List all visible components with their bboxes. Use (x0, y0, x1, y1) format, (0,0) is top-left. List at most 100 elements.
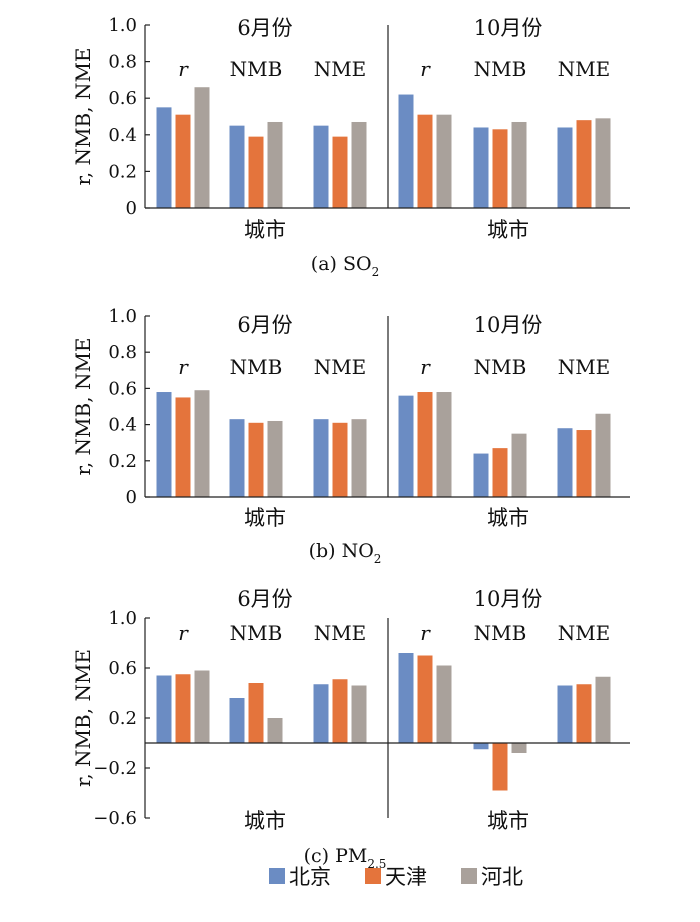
bar-天津-NME-6月份 (332, 422, 348, 497)
group-label-r: r (178, 355, 189, 379)
y-axis-label: r, NMB, NME (71, 649, 95, 787)
bar-河北-NMB-10月份 (511, 433, 527, 497)
bar-河北-NME-6月份 (351, 685, 367, 743)
bar-天津-NMB-6月份 (248, 136, 264, 208)
y-axis-label: r, NMB, NME (71, 337, 95, 475)
x-axis-label: 城市 (244, 506, 286, 530)
y-tick-label: 0.2 (108, 451, 137, 472)
subplot-caption: (c) PM2.5 (304, 845, 387, 871)
y-tick-label: 0 (126, 198, 137, 219)
bar-河北-r-10月份 (436, 114, 452, 208)
bar-天津-NME-10月份 (576, 684, 592, 743)
x-axis-label: 城市 (487, 809, 529, 833)
legend-swatch-天津 (365, 868, 381, 884)
month-label: 10月份 (474, 587, 543, 611)
bar-天津-r-6月份 (175, 674, 191, 743)
bar-河北-r-10月份 (436, 665, 452, 743)
bar-北京-r-10月份 (398, 395, 414, 497)
group-label-NMB: NMB (230, 621, 283, 645)
bar-天津-NME-6月份 (332, 136, 348, 208)
bar-北京-NME-10月份 (557, 685, 573, 743)
bar-天津-NMB-10月份 (492, 743, 508, 791)
bar-天津-r-6月份 (175, 114, 191, 208)
y-tick-label: 1.0 (108, 15, 137, 36)
bar-北京-r-6月份 (156, 107, 172, 208)
bar-天津-NMB-10月份 (492, 448, 508, 497)
bar-天津-NME-10月份 (576, 120, 592, 208)
month-label: 6月份 (237, 16, 292, 40)
group-label-NME: NME (314, 355, 367, 379)
bar-北京-NMB-10月份 (473, 127, 489, 208)
group-label-r: r (420, 355, 431, 379)
bar-天津-r-10月份 (417, 114, 433, 208)
bar-北京-NME-10月份 (557, 127, 573, 208)
group-label-NMB: NMB (230, 57, 283, 81)
bar-河北-NME-10月份 (595, 413, 611, 497)
y-tick-label: 0.4 (108, 415, 137, 436)
y-tick-label: 0.6 (108, 88, 137, 109)
bar-北京-NMB-6月份 (229, 419, 245, 497)
x-axis-label: 城市 (487, 218, 529, 242)
bar-河北-NMB-6月份 (267, 121, 283, 208)
subplot-caption: (b) NO2 (309, 540, 382, 566)
bar-天津-NMB-6月份 (248, 683, 264, 743)
legend-label-北京: 北京 (289, 865, 331, 889)
bar-河北-NMB-10月份 (511, 743, 527, 753)
month-label: 10月份 (474, 313, 543, 337)
bar-河北-NME-10月份 (595, 676, 611, 743)
bar-天津-NMB-10月份 (492, 129, 508, 208)
y-tick-label: 1.0 (108, 306, 137, 327)
legend-label-天津: 天津 (385, 865, 427, 889)
group-label-NME: NME (314, 57, 367, 81)
bar-北京-NMB-6月份 (229, 125, 245, 208)
bar-北京-r-6月份 (156, 392, 172, 497)
legend: 北京 天津 河北 (269, 865, 523, 889)
y-tick-label: 0.6 (108, 378, 137, 399)
group-label-NMB: NMB (474, 57, 527, 81)
bar-北京-NMB-10月份 (473, 743, 489, 750)
y-tick-label: 0.4 (108, 125, 137, 146)
y-tick-label: 0.2 (108, 161, 137, 182)
bar-天津-r-10月份 (417, 392, 433, 497)
bar-北京-NMB-6月份 (229, 698, 245, 743)
group-label-NMB: NMB (474, 355, 527, 379)
bar-天津-NME-6月份 (332, 679, 348, 743)
y-tick-label: 0.8 (108, 52, 137, 73)
y-axis-label: r, NMB, NME (71, 47, 95, 185)
bar-北京-r-10月份 (398, 94, 414, 208)
group-label-r: r (178, 57, 189, 81)
chart-1: r NMB NME 6月份 r NMB NME 10月份 0 0.2 0.4 0.6 0.8 1.0 r, … (71, 306, 630, 566)
x-axis-label: 城市 (244, 218, 286, 242)
bar-天津-NMB-6月份 (248, 422, 264, 497)
legend-swatch-北京 (269, 868, 285, 884)
group-label-NME: NME (558, 57, 611, 81)
group-label-NME: NME (314, 621, 367, 645)
y-tick-label: 1.0 (108, 608, 137, 629)
bar-天津-r-6月份 (175, 397, 191, 497)
bar-河北-NMB-6月份 (267, 718, 283, 743)
group-label-r: r (420, 621, 431, 645)
bar-北京-NME-6月份 (313, 684, 329, 743)
subplot-caption: (a) SO2 (311, 253, 379, 279)
y-tick-label: −0.2 (93, 758, 137, 779)
bar-北京-NME-6月份 (313, 419, 329, 497)
bar-北京-NME-10月份 (557, 428, 573, 497)
chart-0: r NMB NME 6月份 r NMB NME 10月份 0 0.2 0.4 0.6 0.8 1.0 r, … (71, 15, 630, 279)
bar-河北-r-6月份 (194, 670, 210, 743)
group-label-r: r (178, 621, 189, 645)
month-label: 10月份 (474, 16, 543, 40)
y-tick-label: 0 (126, 487, 137, 508)
y-tick-label: 0.6 (108, 658, 137, 679)
x-axis-label: 城市 (244, 809, 286, 833)
bar-北京-r-6月份 (156, 675, 172, 743)
bar-河北-NME-10月份 (595, 118, 611, 208)
month-label: 6月份 (237, 313, 292, 337)
bar-河北-r-6月份 (194, 87, 210, 208)
group-label-NMB: NMB (474, 621, 527, 645)
bar-河北-r-10月份 (436, 392, 452, 497)
group-label-r: r (420, 57, 431, 81)
bar-天津-NME-10月份 (576, 430, 592, 497)
y-tick-label: 0.8 (108, 342, 137, 363)
month-label: 6月份 (237, 587, 292, 611)
